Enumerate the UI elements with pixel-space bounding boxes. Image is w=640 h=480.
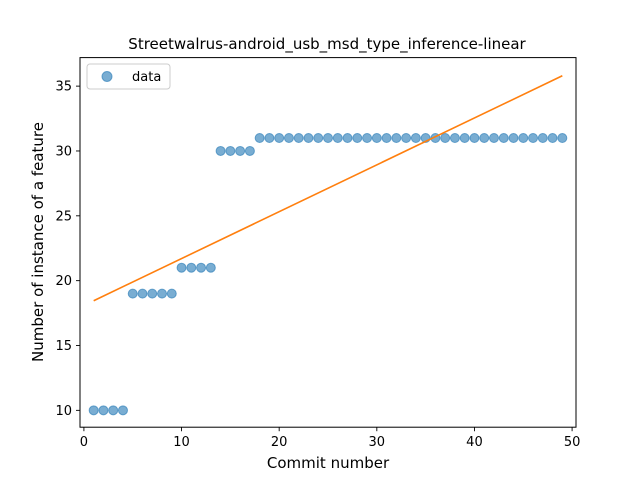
legend-marker-data (101, 71, 113, 82)
data-point (498, 133, 509, 143)
data-point (362, 133, 373, 143)
y-tick-label: 20 (55, 274, 72, 289)
data-point (410, 133, 421, 143)
y-tick-label: 10 (55, 404, 72, 419)
data-point (117, 405, 128, 416)
data-point (528, 133, 539, 143)
data-point (235, 145, 246, 156)
data-point (547, 133, 558, 143)
y-tick-label: 15 (55, 339, 72, 354)
x-tick-label: 0 (80, 435, 88, 450)
data-point (264, 133, 275, 143)
plot-frame (79, 57, 577, 428)
data-point (342, 133, 353, 143)
data-point (469, 133, 480, 143)
data-point (283, 133, 294, 143)
data-point (371, 133, 382, 143)
y-axis-label: Number of instance of a feature (29, 122, 47, 362)
data-point (196, 262, 207, 273)
data-point (303, 133, 314, 143)
data-point (488, 133, 499, 143)
x-tick-label: 30 (369, 435, 386, 450)
data-point (108, 405, 119, 416)
data-point (313, 133, 324, 143)
data-point (352, 133, 363, 143)
data-point (537, 133, 548, 143)
x-tick-label: 20 (271, 435, 288, 450)
data-point (205, 262, 216, 273)
data-point (88, 405, 99, 416)
data-point (186, 262, 197, 273)
data-point (127, 288, 138, 299)
data-point (323, 133, 333, 143)
data-point (244, 145, 255, 156)
data-point (508, 133, 519, 143)
data-point (98, 405, 109, 416)
data-point (215, 145, 226, 156)
data-point (557, 133, 568, 143)
fit-line (93, 75, 563, 302)
data-point (440, 133, 451, 143)
legend-label-data: data (132, 70, 161, 85)
data-point (332, 133, 343, 143)
data-point (459, 133, 470, 143)
data-point (157, 288, 168, 299)
x-tick-label: 10 (173, 435, 190, 450)
data-point (225, 145, 236, 156)
x-tick-label: 40 (466, 435, 483, 450)
data-point (176, 262, 187, 273)
data-point (391, 133, 402, 143)
data-point (449, 133, 460, 143)
data-point (147, 288, 158, 299)
legend: data (86, 63, 171, 90)
y-tick-label: 30 (55, 144, 72, 159)
data-point (274, 133, 285, 143)
legend-box (86, 63, 171, 90)
data-point (401, 133, 412, 143)
x-axis-label: Commit number (267, 454, 390, 472)
data-point (254, 133, 265, 143)
y-tick-label: 25 (55, 209, 72, 224)
data-point (293, 133, 304, 143)
data-point (137, 288, 148, 299)
chart-title: Streetwalrus-android_usb_msd_type_infere… (128, 35, 526, 54)
data-point (518, 133, 529, 143)
y-tick-label: 35 (55, 80, 72, 95)
data-point (479, 133, 490, 143)
data-point (381, 133, 392, 143)
x-tick-label: 50 (564, 435, 581, 450)
data-point (166, 288, 177, 299)
